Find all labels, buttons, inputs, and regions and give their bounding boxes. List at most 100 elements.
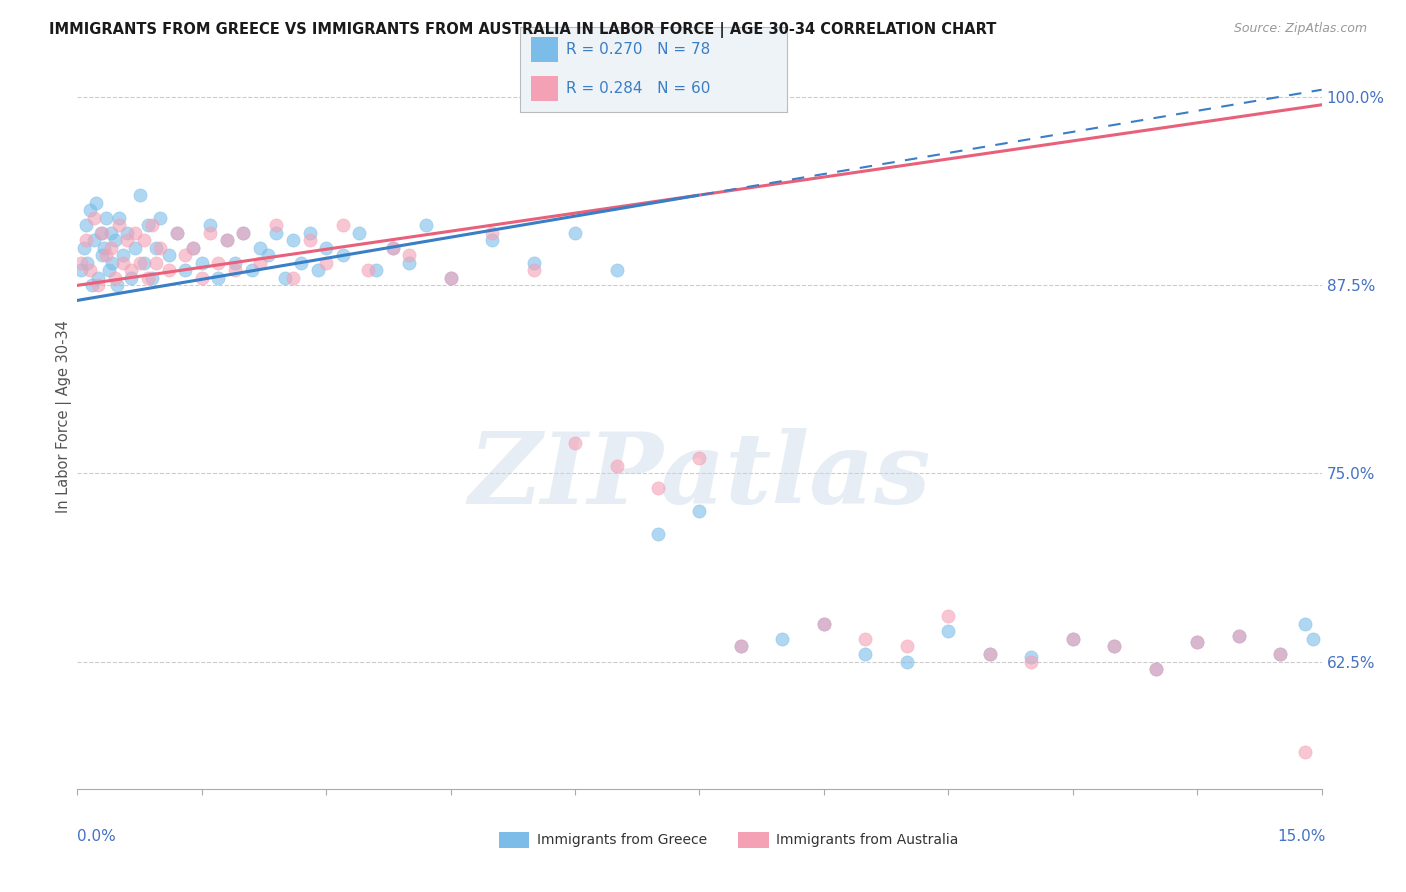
Point: [84, 195, 107, 210]
Point: [813, 616, 835, 631]
Point: [1294, 745, 1316, 759]
Point: [564, 436, 586, 450]
FancyBboxPatch shape: [531, 76, 558, 102]
Point: [82, 278, 104, 293]
Point: [215, 233, 238, 247]
Point: [198, 226, 221, 240]
Point: [647, 526, 669, 541]
Point: [224, 256, 246, 270]
Point: [166, 226, 188, 240]
Point: [855, 647, 877, 661]
Point: [440, 270, 463, 285]
Point: [166, 226, 188, 240]
Point: [440, 270, 463, 285]
Text: 0.0%: 0.0%: [77, 830, 117, 844]
Text: Immigrants from Australia: Immigrants from Australia: [776, 833, 959, 847]
Point: [1144, 662, 1167, 676]
Point: [240, 263, 263, 277]
Point: [108, 211, 131, 225]
Point: [120, 263, 142, 277]
Point: [315, 241, 337, 255]
Point: [689, 504, 711, 518]
Point: [1187, 635, 1209, 649]
Point: [647, 482, 669, 496]
Point: [75, 218, 97, 232]
Text: IMMIGRANTS FROM GREECE VS IMMIGRANTS FROM AUSTRALIA IN LABOR FORCE | AGE 30-34 C: IMMIGRANTS FROM GREECE VS IMMIGRANTS FRO…: [49, 22, 997, 38]
Point: [100, 226, 122, 240]
Point: [481, 226, 503, 240]
Point: [132, 256, 155, 270]
Point: [232, 226, 254, 240]
Point: [73, 241, 96, 255]
Point: [224, 263, 246, 277]
Point: [136, 218, 159, 232]
Point: [398, 248, 420, 262]
Point: [257, 248, 280, 262]
Point: [128, 256, 150, 270]
Point: [307, 263, 329, 277]
Point: [91, 248, 114, 262]
Point: [91, 226, 114, 240]
Point: [1062, 632, 1084, 646]
Point: [198, 218, 221, 232]
Point: [364, 263, 387, 277]
Point: [266, 226, 288, 240]
Point: [215, 233, 238, 247]
Point: [101, 256, 124, 270]
Text: R = 0.270   N = 78: R = 0.270 N = 78: [565, 42, 710, 57]
Point: [730, 640, 752, 654]
Point: [249, 241, 271, 255]
Point: [124, 226, 146, 240]
Point: [332, 248, 354, 262]
Point: [174, 263, 197, 277]
Point: [136, 270, 159, 285]
Point: [1104, 640, 1126, 654]
Point: [357, 263, 380, 277]
Text: R = 0.284   N = 60: R = 0.284 N = 60: [565, 81, 710, 96]
Point: [183, 241, 205, 255]
Point: [730, 640, 752, 654]
Point: [191, 270, 214, 285]
Point: [232, 226, 254, 240]
Point: [70, 263, 93, 277]
Point: [1294, 616, 1316, 631]
Point: [70, 256, 93, 270]
Point: [96, 211, 118, 225]
Point: [1021, 655, 1043, 669]
Point: [183, 241, 205, 255]
Y-axis label: In Labor Force | Age 30-34: In Labor Force | Age 30-34: [56, 320, 72, 514]
Point: [100, 241, 122, 255]
Point: [104, 233, 127, 247]
Point: [83, 233, 105, 247]
Point: [79, 203, 101, 218]
Point: [1104, 640, 1126, 654]
Point: [104, 270, 127, 285]
Point: [398, 256, 420, 270]
Text: Immigrants from Greece: Immigrants from Greece: [537, 833, 707, 847]
Point: [481, 233, 503, 247]
Point: [97, 263, 120, 277]
Point: [1062, 632, 1084, 646]
Point: [149, 211, 172, 225]
Point: [689, 451, 711, 466]
Point: [298, 226, 321, 240]
Point: [108, 218, 131, 232]
Point: [415, 218, 437, 232]
Point: [132, 233, 155, 247]
Point: [564, 226, 586, 240]
Point: [174, 248, 197, 262]
Point: [249, 256, 271, 270]
Point: [128, 188, 150, 202]
Point: [1302, 632, 1324, 646]
Point: [979, 647, 1001, 661]
Point: [111, 256, 134, 270]
Point: [124, 241, 146, 255]
Point: [115, 233, 138, 247]
Point: [896, 655, 918, 669]
Point: [281, 270, 304, 285]
Point: [1270, 647, 1292, 661]
Text: ZIPatlas: ZIPatlas: [468, 428, 931, 524]
Point: [523, 263, 546, 277]
Point: [141, 270, 163, 285]
Point: [1187, 635, 1209, 649]
